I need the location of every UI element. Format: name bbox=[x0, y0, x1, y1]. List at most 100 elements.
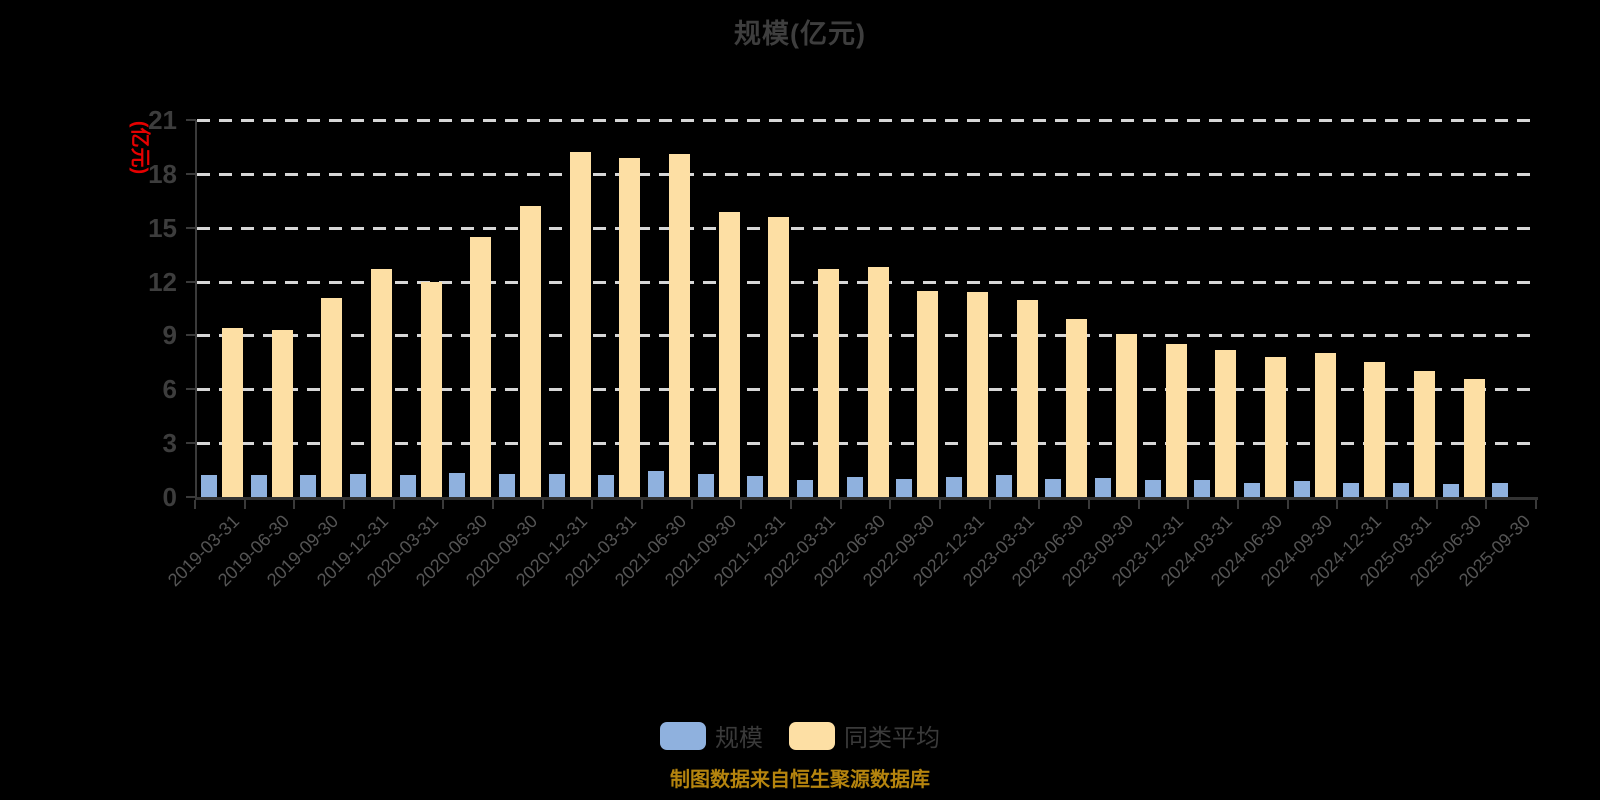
x-tick-mark bbox=[988, 500, 991, 509]
average-bar[interactable] bbox=[321, 297, 343, 497]
x-tick-mark bbox=[790, 500, 792, 509]
scale-bar[interactable] bbox=[498, 473, 515, 497]
average-bar[interactable] bbox=[1413, 371, 1435, 497]
x-tick-mark bbox=[839, 500, 842, 509]
bar-group-2021-12-31 bbox=[743, 120, 793, 497]
gridline-3 bbox=[197, 442, 1538, 446]
average-bar[interactable] bbox=[1264, 356, 1286, 497]
x-tick-mark bbox=[1088, 500, 1090, 509]
bar-group-2023-06-30 bbox=[1041, 120, 1091, 497]
x-tick-mark bbox=[1137, 500, 1140, 509]
scale-bar[interactable] bbox=[349, 473, 366, 497]
x-tick-mark bbox=[1187, 500, 1190, 509]
scale-bar[interactable] bbox=[399, 475, 416, 497]
scale-bar[interactable] bbox=[200, 475, 217, 497]
average-bar[interactable] bbox=[1066, 319, 1088, 497]
average-bar[interactable] bbox=[1314, 353, 1336, 497]
scale-bar[interactable] bbox=[1392, 482, 1409, 497]
average-bar[interactable] bbox=[519, 206, 541, 497]
scale-bar[interactable] bbox=[1293, 480, 1310, 497]
average-bar[interactable] bbox=[817, 269, 839, 497]
average-bar[interactable] bbox=[1364, 362, 1386, 497]
bar-group-2025-09-30 bbox=[1488, 120, 1538, 497]
scale-bar[interactable] bbox=[846, 477, 863, 497]
y-tick-mark bbox=[186, 388, 196, 391]
average-bar[interactable] bbox=[1215, 349, 1237, 497]
bar-group-2021-09-30 bbox=[694, 120, 744, 497]
average-bar[interactable] bbox=[966, 292, 988, 497]
average-bar[interactable] bbox=[221, 328, 243, 497]
scale-bar[interactable] bbox=[1492, 482, 1509, 497]
x-tick-mark bbox=[591, 500, 594, 509]
average-legend-label: 同类平均 bbox=[844, 725, 940, 752]
x-tick-mark bbox=[1435, 500, 1438, 509]
y-tick-mark bbox=[186, 334, 196, 337]
average-bar[interactable] bbox=[668, 154, 690, 497]
legend-item-average[interactable]: 同类平均 bbox=[789, 718, 940, 753]
average-bar[interactable] bbox=[718, 211, 740, 497]
average-bar[interactable] bbox=[619, 157, 641, 497]
y-axis-tick-label: 21 bbox=[148, 105, 177, 135]
gridline-21 bbox=[197, 119, 1538, 122]
bar-groups bbox=[197, 120, 1538, 497]
bar-group-2023-12-31 bbox=[1141, 120, 1191, 497]
y-axis-tick-label: 0 bbox=[162, 482, 177, 512]
bar-group-2025-06-30 bbox=[1439, 120, 1489, 497]
average-bar[interactable] bbox=[569, 152, 591, 497]
x-tick-mark bbox=[343, 500, 345, 509]
x-tick-mark bbox=[740, 500, 743, 509]
bar-group-2020-03-31 bbox=[396, 120, 446, 497]
bar-group-2025-03-31 bbox=[1389, 120, 1439, 497]
scale-bar[interactable] bbox=[1343, 482, 1360, 497]
y-tick-mark bbox=[186, 226, 196, 229]
y-tick-mark bbox=[186, 280, 196, 283]
y-tick-mark bbox=[186, 442, 196, 445]
scale-bar[interactable] bbox=[1045, 479, 1062, 497]
scale-bar[interactable] bbox=[1094, 478, 1111, 497]
scale-bar[interactable] bbox=[598, 475, 615, 497]
gridline-12 bbox=[197, 280, 1538, 284]
bar-group-2019-12-31 bbox=[346, 120, 396, 497]
scale-bar[interactable] bbox=[449, 472, 466, 497]
scale-bar[interactable] bbox=[945, 477, 962, 497]
scale-bar[interactable] bbox=[697, 473, 714, 497]
average-bar[interactable] bbox=[768, 216, 790, 497]
scale-bar[interactable] bbox=[647, 470, 664, 497]
plot-area bbox=[195, 119, 1538, 500]
y-axis-tick-label: 12 bbox=[148, 266, 177, 297]
average-bar[interactable] bbox=[917, 290, 939, 497]
average-bar[interactable] bbox=[420, 281, 442, 497]
scale-bar[interactable] bbox=[250, 475, 267, 497]
x-tick-mark bbox=[1038, 500, 1041, 509]
scale-bar[interactable] bbox=[995, 474, 1012, 497]
scale-bar[interactable] bbox=[548, 473, 565, 497]
x-tick-mark bbox=[1336, 500, 1339, 509]
bar-group-2022-12-31 bbox=[942, 120, 992, 497]
scale-bar[interactable] bbox=[896, 479, 913, 497]
average-bar[interactable] bbox=[271, 330, 293, 497]
scale-bar[interactable] bbox=[1442, 483, 1459, 497]
scale-bar[interactable] bbox=[796, 479, 813, 497]
legend-item-scale[interactable]: 规模 bbox=[660, 718, 763, 753]
x-tick-mark bbox=[243, 500, 246, 509]
average-bar[interactable] bbox=[470, 236, 492, 497]
average-bar[interactable] bbox=[867, 267, 889, 497]
bar-group-2022-06-30 bbox=[843, 120, 893, 497]
average-bar[interactable] bbox=[1016, 299, 1038, 497]
average-bar[interactable] bbox=[1463, 378, 1485, 497]
average-bar[interactable] bbox=[1115, 333, 1137, 497]
scale-bar[interactable] bbox=[1243, 482, 1260, 497]
average-bar[interactable] bbox=[370, 269, 392, 497]
scale-bar[interactable] bbox=[747, 476, 764, 497]
gridline-6 bbox=[197, 388, 1538, 392]
scale-bar[interactable] bbox=[300, 475, 317, 497]
scale-bar[interactable] bbox=[1144, 479, 1161, 497]
x-tick-mark bbox=[392, 500, 395, 509]
y-axis-tick-label: 3 bbox=[162, 428, 177, 459]
x-tick-mark bbox=[1286, 500, 1289, 509]
scale-bar[interactable] bbox=[1194, 479, 1211, 497]
average-bar[interactable] bbox=[1165, 344, 1187, 497]
x-tick-mark bbox=[690, 500, 693, 509]
bar-group-2024-06-30 bbox=[1240, 120, 1290, 497]
